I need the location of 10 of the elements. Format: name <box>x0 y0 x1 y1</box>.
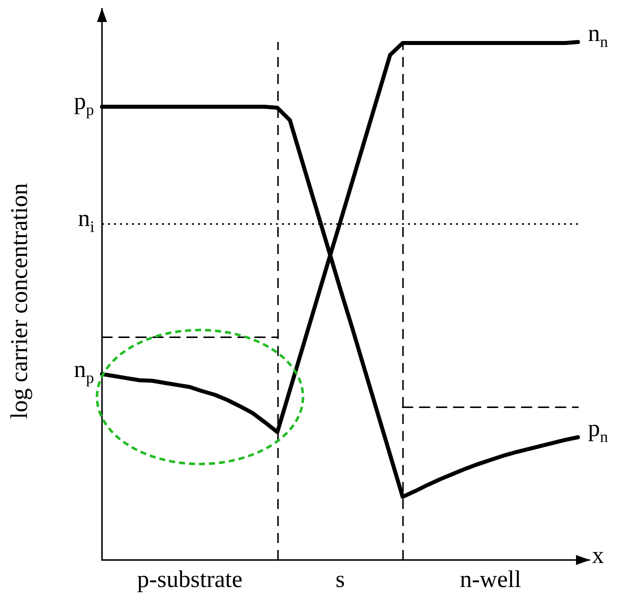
text: p$_{p}$ <box>74 88 94 122</box>
x-axis-title: x <box>592 542 604 570</box>
text: p-substrate <box>137 566 242 594</box>
text: n$_{p}$ <box>74 356 94 388</box>
y-axis-title: log carrier concentration <box>7 183 33 419</box>
series-label: p$_{n}$ <box>588 414 608 448</box>
text: s <box>336 566 345 594</box>
text: n-well <box>460 566 522 594</box>
series-label: n$_{n}$ <box>588 20 608 52</box>
ref-line-label: n$_{i}$ <box>78 205 94 238</box>
